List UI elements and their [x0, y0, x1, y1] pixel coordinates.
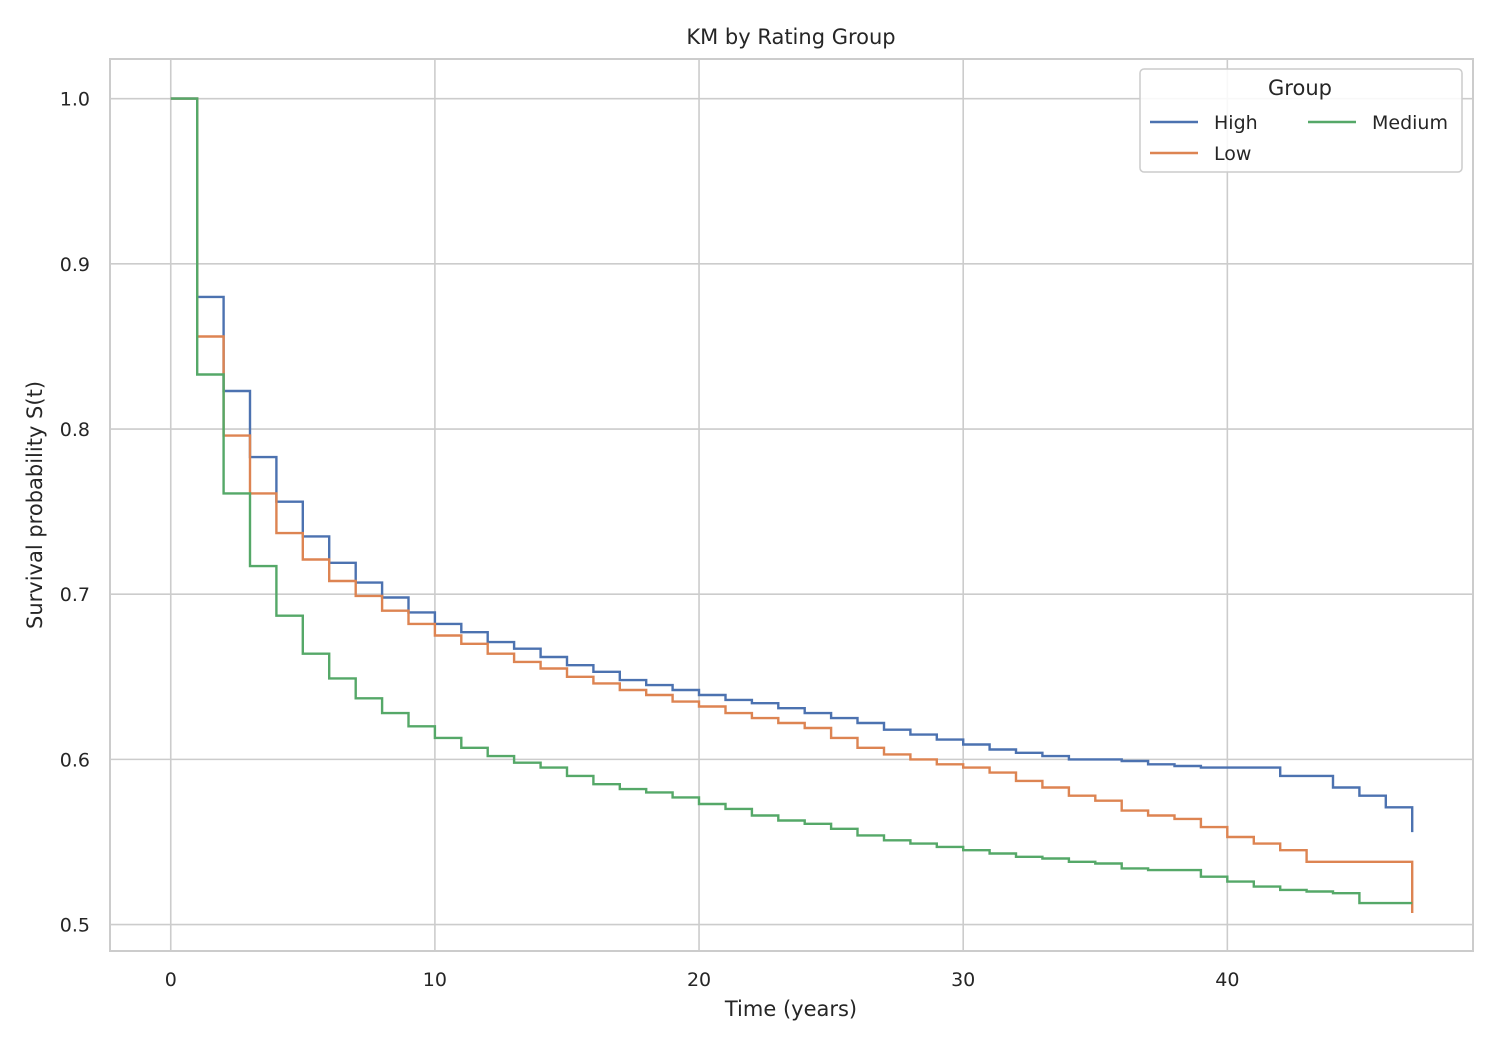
grid-lines: [110, 59, 1473, 951]
legend-label-low: Low: [1214, 143, 1251, 165]
y-tick-label: 0.9: [60, 254, 90, 276]
x-tick-label: 0: [165, 969, 177, 991]
legend-entries: High Low Medium: [1150, 112, 1448, 165]
x-tick-label: 20: [687, 969, 711, 991]
y-tick-labels: 0.5 0.6 0.7 0.8 0.9 1.0: [60, 89, 90, 937]
y-tick-label: 0.7: [60, 584, 90, 606]
x-tick-labels: 0 10 20 30 40: [165, 969, 1240, 991]
series-line-medium: [170, 97, 1413, 905]
series-layer: [170, 97, 1414, 913]
x-axis-label: Time (years): [724, 997, 857, 1021]
x-tick-label: 30: [951, 969, 975, 991]
legend-title: Group: [1268, 76, 1332, 100]
x-tick-label: 10: [423, 969, 447, 991]
series-line-high: [170, 97, 1414, 833]
series-line-low: [170, 97, 1414, 913]
chart-title: KM by Rating Group: [686, 25, 895, 49]
y-tick-label: 0.6: [60, 749, 90, 771]
x-tick-label: 40: [1215, 969, 1239, 991]
y-tick-label: 1.0: [60, 89, 90, 111]
y-axis-label: Survival probability S(t): [23, 381, 47, 629]
plot-frame: [109, 58, 1474, 952]
legend: Group High Low Medium: [1139, 68, 1463, 173]
plot-background: [110, 59, 1473, 951]
y-tick-label: 0.5: [60, 915, 90, 937]
y-tick-label: 0.8: [60, 419, 90, 441]
legend-box: [1139, 68, 1463, 173]
legend-label-high: High: [1214, 112, 1258, 134]
legend-label-medium: Medium: [1372, 112, 1448, 134]
